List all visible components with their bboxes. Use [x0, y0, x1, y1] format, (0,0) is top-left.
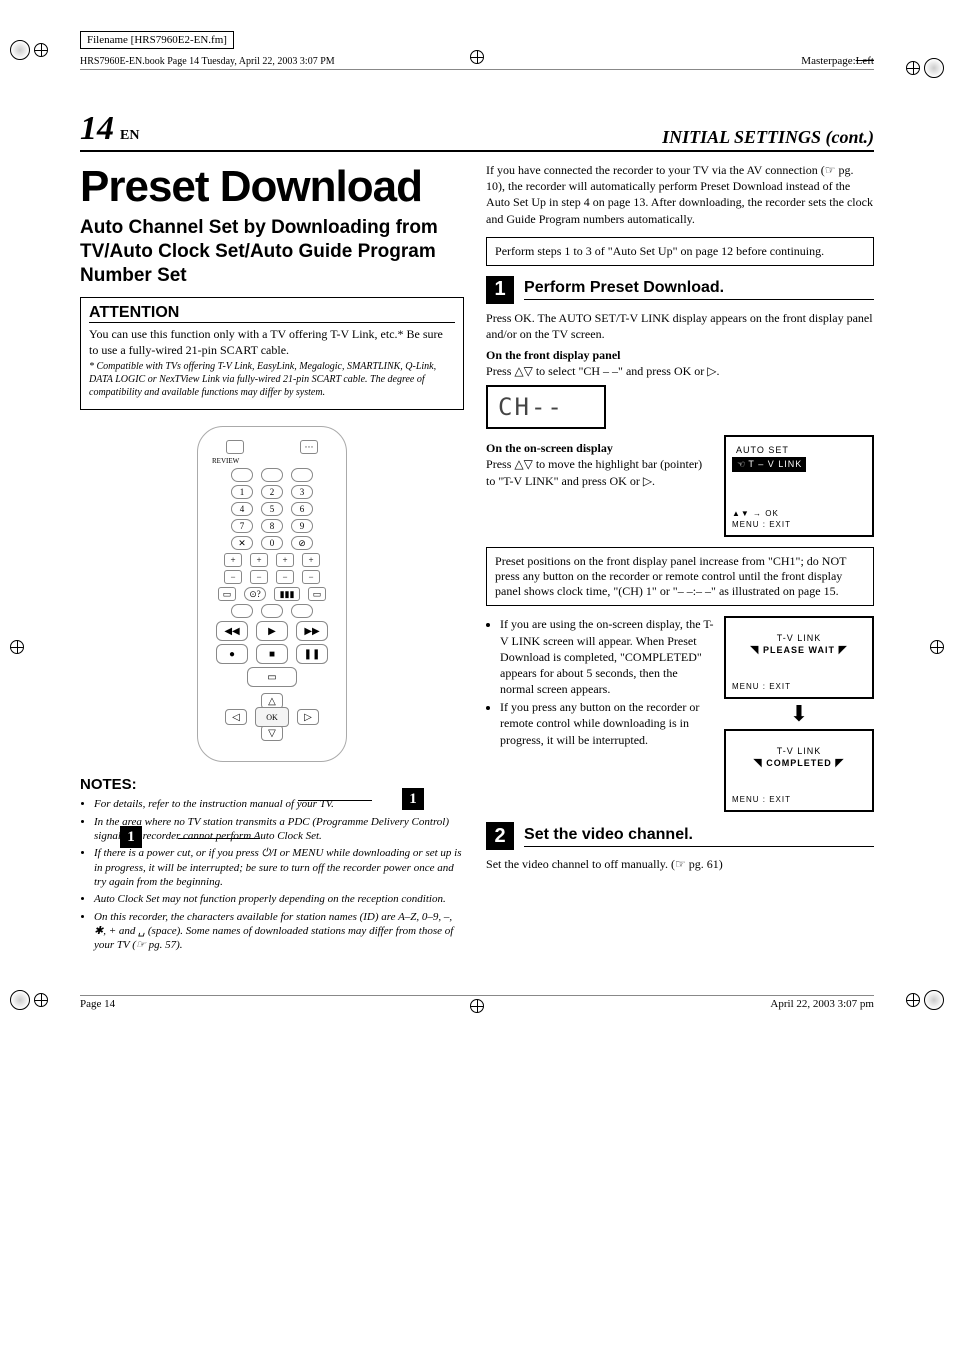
- section-title: INITIAL SETTINGS (cont.): [662, 127, 874, 148]
- filename-label: Filename [HRS7960E2-EN.fm]: [80, 31, 234, 49]
- osd-screen: AUTO SET ☞ T – V LINK ▲▼ → OK MENU : EXI…: [724, 435, 874, 537]
- page-title: Preset Download: [80, 162, 464, 212]
- osd-heading: On the on-screen display: [486, 441, 714, 456]
- osd-foot: MENU : EXIT: [732, 795, 866, 804]
- step-header: 2 Set the video channel.: [486, 822, 874, 850]
- attention-heading: ATTENTION: [89, 304, 455, 323]
- osd-body: Press △▽ to move the highlight bar (poin…: [486, 456, 714, 488]
- osd-line: T-V LINK: [750, 633, 848, 643]
- masterpage-label: Masterpage:Left: [801, 55, 874, 67]
- bullet-item: If you press any button on the recorder …: [500, 699, 714, 748]
- osd-screen-wait: T-V LINK ◥ PLEASE WAIT ◤ MENU : EXIT: [724, 616, 874, 699]
- footer-bar: Page 14 April 22, 2003 3:07 pm: [80, 995, 874, 1010]
- page-header: 14 EN INITIAL SETTINGS (cont.): [80, 110, 874, 152]
- down-arrow-icon: ⬇: [724, 701, 874, 727]
- attention-body: You can use this function only with a TV…: [89, 327, 455, 358]
- note-item: Auto Clock Set may not function properly…: [94, 892, 464, 906]
- bullet-list: If you are using the on-screen display, …: [486, 616, 714, 750]
- note-item: On this recorder, the characters availab…: [94, 910, 464, 953]
- front-panel-body: Press △▽ to select "CH – –" and press OK…: [486, 363, 874, 379]
- intro-text: If you have connected the recorder to yo…: [486, 162, 874, 227]
- osd-line-selected: ☞ T – V LINK: [732, 457, 806, 472]
- osd-line: T-V LINK: [753, 746, 844, 756]
- note-item: If there is a power cut, or if you press…: [94, 846, 464, 889]
- step-body: Press OK. The AUTO SET/T-V LINK display …: [486, 310, 874, 342]
- osd-screen-done: T-V LINK ◥ COMPLETED ◤ MENU : EXIT: [724, 729, 874, 812]
- page-subtitle: Auto Channel Set by Downloading from TV/…: [80, 216, 464, 287]
- bullet-item: If you are using the on-screen display, …: [500, 616, 714, 697]
- footer-right: April 22, 2003 3:07 pm: [770, 998, 874, 1010]
- page-number: 14: [80, 110, 114, 147]
- remote-illustration: ··· REVIEW 123 456 789 ✕0⊘ ++++ −−−− ▭⊙?…: [197, 426, 347, 762]
- step-body: Set the video channel to off manually. (…: [486, 856, 874, 872]
- top-bar: HRS7960E-EN.book Page 14 Tuesday, April …: [80, 55, 874, 70]
- step-title: Set the video channel.: [524, 826, 874, 847]
- page-lang: EN: [120, 128, 139, 143]
- osd-line: AUTO SET: [732, 443, 866, 457]
- footer-left: Page 14: [80, 998, 115, 1010]
- book-info: HRS7960E-EN.book Page 14 Tuesday, April …: [80, 56, 335, 67]
- front-panel-heading: On the front display panel: [486, 348, 874, 363]
- notes-list: For details, refer to the instruction ma…: [80, 797, 464, 952]
- osd-foot: MENU : EXIT: [732, 520, 866, 529]
- prestep-box: Perform steps 1 to 3 of "Auto Set Up" on…: [486, 237, 874, 266]
- step-number: 2: [486, 822, 514, 850]
- osd-foot: ▲▼ → OK: [732, 509, 866, 518]
- lcd-display: CH--: [486, 385, 606, 429]
- info-box: Preset positions on the front display pa…: [486, 547, 874, 606]
- step-title: Perform Preset Download.: [524, 279, 874, 300]
- step-header: 1 Perform Preset Download.: [486, 276, 874, 304]
- note-item: In the area where no TV station transmit…: [94, 815, 464, 844]
- osd-foot: MENU : EXIT: [732, 682, 866, 691]
- callout-marker: 1: [402, 788, 424, 810]
- callout-marker: 1: [120, 826, 142, 848]
- attention-footnote: * Compatible with TVs offering T-V Link,…: [89, 360, 455, 399]
- attention-box: ATTENTION You can use this function only…: [80, 297, 464, 410]
- step-number: 1: [486, 276, 514, 304]
